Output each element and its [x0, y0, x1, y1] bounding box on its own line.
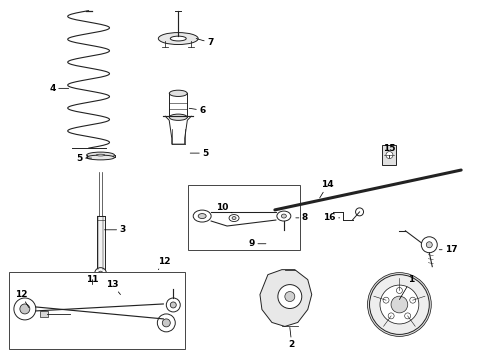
Ellipse shape — [171, 36, 186, 41]
Text: 11: 11 — [86, 275, 99, 285]
Ellipse shape — [281, 214, 286, 218]
FancyBboxPatch shape — [40, 311, 48, 317]
Circle shape — [391, 296, 408, 313]
Circle shape — [388, 313, 394, 319]
Circle shape — [171, 302, 176, 308]
Text: 10: 10 — [216, 203, 232, 213]
Circle shape — [383, 297, 389, 303]
Text: 15: 15 — [383, 144, 396, 158]
Text: 1: 1 — [399, 275, 415, 300]
FancyBboxPatch shape — [9, 272, 185, 349]
FancyBboxPatch shape — [383, 145, 396, 165]
Text: 5: 5 — [190, 149, 208, 158]
Ellipse shape — [229, 215, 239, 221]
Ellipse shape — [198, 213, 206, 219]
Circle shape — [285, 292, 295, 302]
Ellipse shape — [169, 90, 187, 96]
Text: 12: 12 — [158, 257, 171, 270]
Text: 12: 12 — [15, 290, 29, 307]
Ellipse shape — [277, 211, 291, 221]
Circle shape — [278, 285, 302, 309]
Circle shape — [386, 152, 393, 159]
Text: 14: 14 — [319, 180, 334, 198]
Text: 8: 8 — [296, 213, 308, 222]
Ellipse shape — [95, 268, 106, 280]
Text: 13: 13 — [106, 280, 121, 294]
Ellipse shape — [87, 152, 115, 158]
Text: 3: 3 — [104, 225, 125, 234]
Circle shape — [380, 285, 419, 324]
Text: 6: 6 — [189, 106, 205, 115]
Circle shape — [410, 297, 416, 303]
Circle shape — [368, 273, 431, 336]
Ellipse shape — [97, 154, 105, 156]
Circle shape — [369, 275, 429, 334]
Ellipse shape — [193, 210, 211, 222]
Circle shape — [426, 242, 432, 248]
Circle shape — [162, 319, 171, 327]
Text: 4: 4 — [49, 84, 69, 93]
Text: 16: 16 — [323, 213, 340, 222]
FancyBboxPatch shape — [97, 216, 104, 270]
Ellipse shape — [87, 155, 115, 160]
Circle shape — [157, 314, 175, 332]
Circle shape — [356, 208, 364, 216]
Circle shape — [20, 304, 30, 314]
Ellipse shape — [169, 114, 187, 120]
Text: 7: 7 — [196, 38, 213, 47]
FancyBboxPatch shape — [188, 185, 300, 250]
Text: 17: 17 — [439, 245, 458, 254]
Circle shape — [421, 237, 437, 253]
Polygon shape — [260, 270, 312, 327]
Text: 2: 2 — [289, 328, 295, 349]
Circle shape — [405, 313, 411, 319]
Ellipse shape — [232, 217, 236, 220]
Circle shape — [396, 288, 402, 293]
Circle shape — [166, 298, 180, 312]
Text: 5: 5 — [76, 154, 92, 163]
Text: 9: 9 — [249, 239, 266, 248]
Ellipse shape — [98, 271, 103, 276]
Circle shape — [14, 298, 36, 320]
Ellipse shape — [158, 32, 198, 45]
